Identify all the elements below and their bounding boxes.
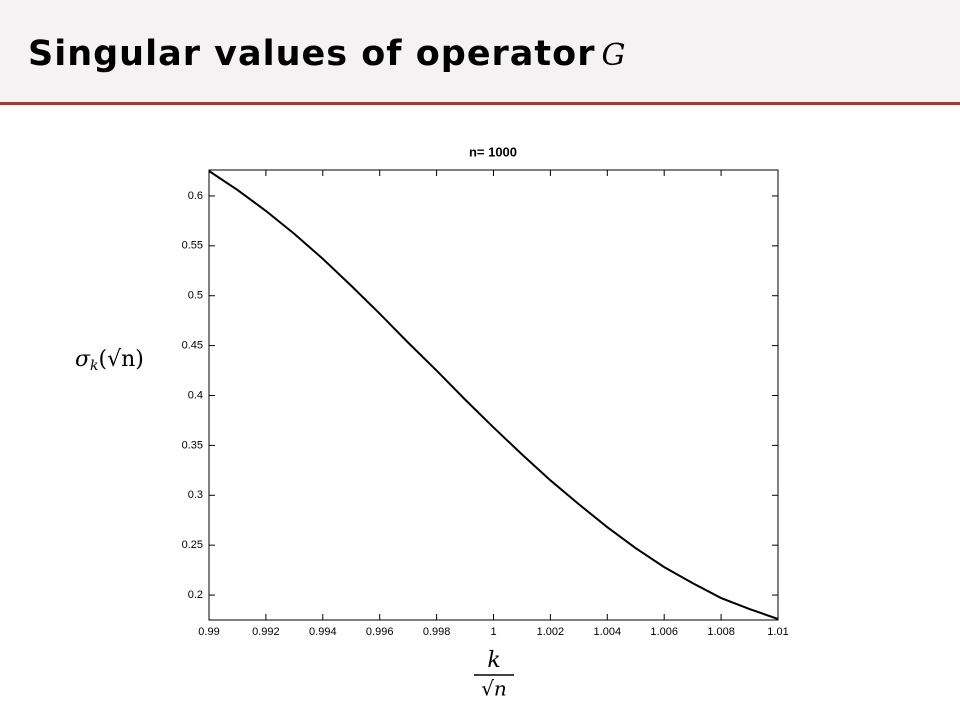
y-tick-label: 0.45 — [182, 340, 203, 352]
y-label-subscript: k — [90, 358, 98, 374]
y-tick-label: 0.3 — [188, 489, 203, 501]
chart-title: n= 1000 — [469, 144, 517, 159]
slide-title: Singular values of operator G — [28, 34, 626, 74]
x-label-numerator: k — [487, 648, 500, 673]
title-symbol: G — [601, 38, 627, 73]
y-tick-label: 0.2 — [188, 589, 203, 601]
x-tick-label: 1 — [490, 626, 496, 638]
y-tick-label: 0.25 — [182, 539, 203, 551]
data-line — [208, 170, 779, 620]
x-tick-label: 0.992 — [252, 626, 280, 638]
x-label-denominator: √n — [481, 677, 507, 701]
title-bar: Singular values of operator G — [0, 0, 960, 105]
x-tick-label: 1.008 — [707, 626, 735, 638]
x-tick-label: 0.996 — [366, 626, 394, 638]
x-tick-label: 0.994 — [309, 626, 337, 638]
axes-box — [208, 169, 779, 621]
x-tick-label: 0.998 — [423, 626, 451, 638]
x-tick-label: 1.004 — [594, 626, 622, 638]
y-label-base: σ — [75, 347, 91, 372]
x-tick-label: 1.006 — [650, 626, 678, 638]
x-tick-label: 1.01 — [767, 626, 788, 638]
y-label: σk(√n) — [75, 347, 144, 374]
y-tick-label: 0.55 — [182, 240, 203, 252]
x-tick-label: 0.99 — [198, 626, 219, 638]
title-text: Singular values of operator — [28, 34, 596, 74]
y-tick-label: 0.4 — [188, 389, 203, 401]
y-label-argument: (√n) — [99, 347, 144, 372]
y-tick-label: 0.6 — [188, 190, 203, 202]
y-tick-label: 0.5 — [188, 290, 203, 302]
y-tick-label: 0.35 — [182, 439, 203, 451]
x-tick-label: 1.002 — [537, 626, 565, 638]
